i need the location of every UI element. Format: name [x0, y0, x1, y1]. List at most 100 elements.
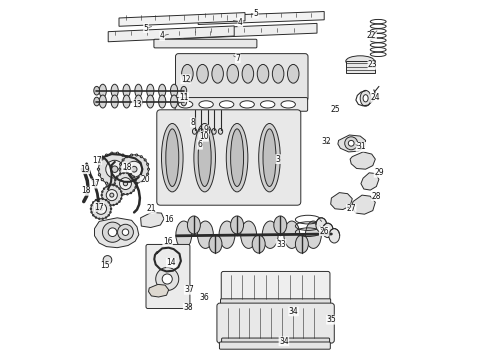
- Ellipse shape: [135, 95, 142, 108]
- Ellipse shape: [94, 86, 99, 95]
- Circle shape: [126, 158, 128, 160]
- Text: 22: 22: [367, 31, 376, 40]
- Circle shape: [108, 215, 109, 216]
- Text: 17: 17: [92, 156, 101, 165]
- Circle shape: [108, 202, 109, 203]
- Circle shape: [120, 155, 148, 184]
- Ellipse shape: [219, 129, 222, 134]
- Ellipse shape: [197, 64, 208, 83]
- Ellipse shape: [182, 83, 193, 99]
- Circle shape: [110, 193, 114, 197]
- Text: 25: 25: [330, 105, 340, 114]
- Ellipse shape: [272, 64, 284, 83]
- Ellipse shape: [257, 62, 269, 82]
- Polygon shape: [108, 26, 234, 42]
- Text: 12: 12: [181, 75, 190, 84]
- Text: 15: 15: [100, 261, 110, 270]
- Circle shape: [111, 184, 113, 186]
- Text: 27: 27: [346, 204, 356, 213]
- Circle shape: [109, 184, 111, 186]
- Ellipse shape: [194, 123, 216, 192]
- Ellipse shape: [196, 62, 209, 82]
- Circle shape: [117, 176, 118, 177]
- FancyBboxPatch shape: [175, 98, 308, 111]
- Ellipse shape: [261, 101, 275, 108]
- Circle shape: [91, 204, 92, 206]
- Circle shape: [96, 203, 106, 214]
- Circle shape: [126, 161, 142, 177]
- Text: 31: 31: [356, 143, 366, 152]
- Circle shape: [121, 194, 122, 196]
- Text: 36: 36: [200, 292, 210, 302]
- Circle shape: [91, 212, 92, 213]
- Text: 5: 5: [253, 9, 258, 18]
- Circle shape: [122, 159, 124, 161]
- Circle shape: [98, 162, 100, 165]
- Circle shape: [345, 137, 358, 150]
- Circle shape: [98, 218, 100, 220]
- Ellipse shape: [123, 84, 130, 97]
- Text: 8: 8: [191, 118, 195, 127]
- Polygon shape: [95, 218, 139, 248]
- Ellipse shape: [205, 129, 210, 134]
- Polygon shape: [338, 135, 366, 152]
- Ellipse shape: [360, 90, 371, 106]
- Ellipse shape: [193, 129, 197, 134]
- Text: 4: 4: [160, 31, 165, 40]
- Ellipse shape: [187, 216, 200, 234]
- Circle shape: [140, 181, 142, 183]
- Text: 4: 4: [238, 18, 243, 27]
- Circle shape: [144, 177, 146, 180]
- Ellipse shape: [135, 84, 142, 97]
- Circle shape: [136, 154, 138, 156]
- Circle shape: [106, 190, 117, 201]
- Circle shape: [95, 217, 97, 218]
- Circle shape: [111, 166, 118, 172]
- Circle shape: [156, 267, 179, 291]
- Text: 34: 34: [289, 307, 298, 316]
- Circle shape: [136, 183, 137, 184]
- Polygon shape: [331, 193, 352, 210]
- Ellipse shape: [159, 95, 166, 108]
- Ellipse shape: [263, 129, 276, 186]
- Polygon shape: [350, 152, 375, 169]
- Circle shape: [120, 173, 122, 175]
- Ellipse shape: [288, 83, 298, 99]
- Ellipse shape: [166, 129, 179, 186]
- Text: 23: 23: [368, 60, 378, 69]
- Ellipse shape: [257, 64, 269, 83]
- Circle shape: [120, 163, 122, 165]
- Circle shape: [126, 181, 128, 183]
- Text: 32: 32: [321, 136, 331, 145]
- Circle shape: [119, 188, 120, 189]
- Circle shape: [101, 191, 103, 192]
- Circle shape: [118, 224, 133, 240]
- Text: 18: 18: [122, 163, 132, 172]
- Circle shape: [91, 199, 111, 219]
- Text: 37: 37: [184, 285, 194, 294]
- Text: 11: 11: [179, 93, 189, 102]
- Text: 17: 17: [95, 202, 104, 211]
- Polygon shape: [361, 173, 379, 190]
- Ellipse shape: [181, 86, 187, 95]
- Text: 28: 28: [371, 192, 381, 201]
- Ellipse shape: [273, 83, 284, 99]
- Ellipse shape: [197, 221, 213, 248]
- Ellipse shape: [288, 64, 299, 83]
- Ellipse shape: [305, 221, 321, 248]
- FancyBboxPatch shape: [220, 299, 331, 306]
- Circle shape: [135, 179, 136, 181]
- Circle shape: [106, 160, 123, 178]
- Ellipse shape: [178, 101, 193, 108]
- Circle shape: [147, 163, 148, 165]
- Circle shape: [105, 217, 107, 218]
- Circle shape: [102, 185, 122, 205]
- Ellipse shape: [258, 83, 269, 99]
- Circle shape: [130, 168, 132, 170]
- Ellipse shape: [272, 62, 284, 82]
- Ellipse shape: [262, 221, 278, 248]
- Ellipse shape: [287, 62, 299, 82]
- Ellipse shape: [227, 64, 239, 83]
- Circle shape: [93, 202, 94, 203]
- Text: 20: 20: [140, 175, 150, 184]
